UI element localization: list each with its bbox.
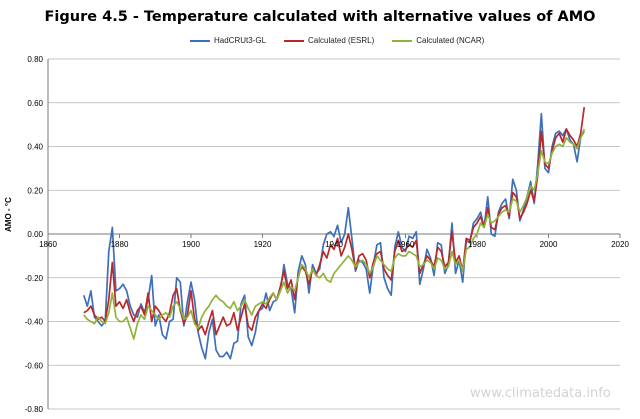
y-tick-label: 0.20 bbox=[27, 186, 43, 195]
legend-swatch-esrl bbox=[284, 39, 305, 42]
chart-title: Figure 4.5 - Temperature calculated with… bbox=[44, 9, 596, 25]
tick-labels: 0.80 0.60 0.40 0.20 0.00 -0.20 -0.40 -0.60 -0.80… bbox=[25, 55, 630, 414]
series-line-2 bbox=[83, 128, 586, 340]
x-tick-label: 2020 bbox=[611, 240, 629, 249]
x-tick-label: 1940 bbox=[325, 240, 343, 249]
y-axis-label: AMO - °C bbox=[4, 197, 13, 232]
legend: HadCRUt3-GL Calculated (ESRL) Calculated… bbox=[190, 36, 484, 45]
legend-item-ncar: Calculated (NCAR) bbox=[392, 36, 484, 45]
x-tick-label: 1920 bbox=[254, 240, 272, 249]
y-tick-label: -0.80 bbox=[25, 405, 44, 414]
x-tick-label: 1880 bbox=[111, 240, 129, 249]
y-tick-label: -0.40 bbox=[25, 318, 44, 327]
y-tick-label: 0.80 bbox=[27, 55, 43, 64]
watermark: www.climatedata.info bbox=[470, 386, 611, 401]
legend-swatch-hadcrut bbox=[190, 39, 210, 42]
x-tick-label: 1900 bbox=[182, 240, 200, 249]
series-lines bbox=[82, 107, 586, 360]
legend-item-hadcrut: HadCRUt3-GL bbox=[190, 36, 266, 45]
x-tick-label: 1980 bbox=[468, 240, 486, 249]
legend-swatch-ncar bbox=[392, 39, 413, 42]
y-tick-label: -0.20 bbox=[25, 274, 44, 283]
y-tick-label: 0.40 bbox=[27, 143, 43, 152]
legend-item-esrl: Calculated (ESRL) bbox=[284, 36, 374, 45]
legend-label-hadcrut: HadCRUt3-GL bbox=[214, 36, 267, 45]
series-line-1 bbox=[83, 107, 586, 336]
y-tick-label: 0.60 bbox=[27, 99, 43, 108]
y-tick-label: -0.60 bbox=[25, 361, 44, 370]
y-tick-label: 0.00 bbox=[27, 230, 43, 239]
x-tick-label: 1860 bbox=[39, 240, 57, 249]
series-line-0 bbox=[82, 112, 585, 360]
x-tick-label: 2000 bbox=[540, 240, 558, 249]
legend-label-ncar: Calculated (NCAR) bbox=[416, 36, 485, 45]
x-tick-label: 1960 bbox=[397, 240, 415, 249]
legend-label-esrl: Calculated (ESRL) bbox=[308, 36, 375, 45]
